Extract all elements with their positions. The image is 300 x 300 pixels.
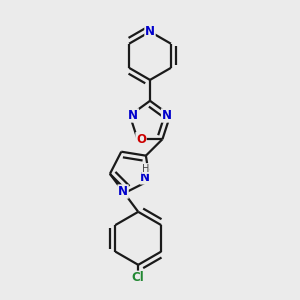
Text: N: N — [140, 171, 150, 184]
Text: N: N — [145, 25, 155, 38]
Text: Cl: Cl — [132, 271, 145, 284]
Text: H: H — [142, 164, 149, 173]
Text: N: N — [128, 109, 138, 122]
Text: N: N — [118, 185, 128, 198]
Text: O: O — [136, 133, 146, 146]
Text: N: N — [162, 109, 172, 122]
